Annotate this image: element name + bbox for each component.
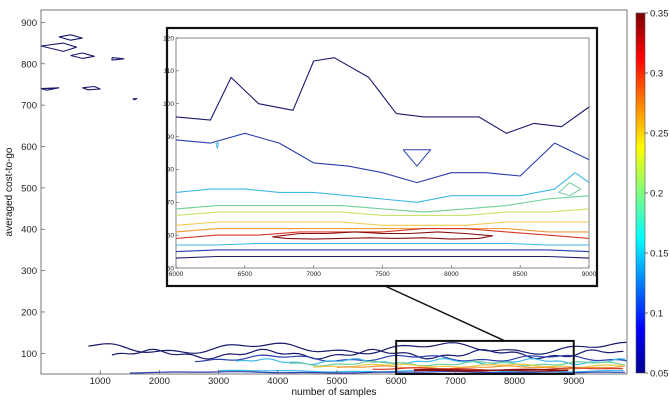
main-band-contour	[129, 371, 626, 374]
zoom-connector-line	[384, 285, 506, 342]
main-band-contour	[336, 365, 625, 370]
colorbar	[635, 12, 646, 374]
inset-y-tick-label: 50	[167, 265, 175, 272]
inset-x-tick-label: 7000	[306, 271, 321, 278]
inset-contour-level	[175, 208, 590, 216]
x-tick-label: 2000	[149, 376, 170, 387]
main-band-contour	[111, 348, 624, 360]
main-band-contour	[194, 354, 627, 363]
zoom-region-box	[395, 339, 575, 375]
main-island-contour	[41, 42, 78, 52]
inset-x-tick-label: 8500	[513, 271, 528, 278]
inset-y-tick-label: 70	[167, 200, 175, 207]
inset-x-tick-label: 8000	[444, 271, 459, 278]
inset-y-tick-label: 80	[167, 167, 175, 174]
main-island-contour	[132, 97, 138, 101]
inset-contour-island	[558, 182, 582, 197]
x-tick-label: 8000	[504, 376, 525, 387]
y-tick-label: 900	[21, 18, 37, 29]
main-island-contour	[41, 87, 60, 91]
inset-contour-level	[175, 195, 590, 213]
x-tick-label: 3000	[208, 376, 229, 387]
main-island-contour	[70, 52, 95, 59]
inset-contour-level	[272, 231, 494, 240]
y-tick-label: 700	[21, 101, 37, 112]
main-island-contour	[82, 85, 101, 91]
main-island-contour	[58, 34, 83, 41]
colorbar-tick-label: 0.05	[650, 369, 669, 380]
inset-x-tick-label: 6500	[238, 271, 253, 278]
y-tick-label: 500	[21, 183, 37, 194]
main-band-contour	[88, 341, 627, 355]
inset-contour-level	[176, 242, 589, 246]
x-tick-label: 9000	[563, 376, 584, 387]
inset-y-tick-label: 100	[163, 101, 174, 108]
x-tick-label: 4000	[267, 376, 288, 387]
inset-contour-level	[175, 228, 589, 233]
y-tick-label: 100	[21, 349, 37, 360]
inset-contour-lines	[175, 57, 590, 259]
y-tick-label: 800	[21, 59, 37, 70]
inset-x-tick-label: 9000	[582, 271, 597, 278]
colorbar-tick-label: 0.25	[650, 129, 669, 140]
inset-y-tick-label: 60	[167, 232, 175, 239]
inset-contour-island	[215, 142, 220, 149]
colorbar-tick-label: 0.3	[650, 69, 663, 80]
inset-contour-level	[175, 132, 590, 184]
x-tick-label: 1000	[90, 376, 111, 387]
x-tick-label: 6000	[386, 376, 407, 387]
inset-contour-level	[175, 221, 589, 226]
colorbar-tick-label: 0.15	[650, 249, 669, 260]
inset-contour-level	[175, 249, 590, 253]
x-tick-label: 7000	[445, 376, 466, 387]
main-core-contour	[413, 368, 569, 372]
inset-y-tick-label: 90	[167, 134, 175, 141]
colorbar-tick-label: 0.2	[650, 189, 663, 200]
y-tick-label: 400	[21, 225, 37, 236]
inset-y-ticks: 50 60 70 80 90 100 110 120	[163, 35, 179, 272]
x-tick-label: 5000	[326, 376, 347, 387]
inset-x-tick-label: 7500	[375, 271, 390, 278]
inset-x-tick-label: 6000	[169, 271, 184, 278]
inset-x-ticks: 6000 6500 7000 7500 8000 8500 9000	[169, 265, 597, 278]
colorbar-tick-label: 0.35	[650, 9, 669, 20]
inset-contour-level	[175, 228, 590, 239]
colorbar-ticks: 0.05 0.1 0.15 0.2 0.25 0.3 0.35	[645, 9, 669, 380]
main-x-ticks: 1000 2000 3000 4000 5000 6000 7000 8000 9000	[90, 370, 584, 387]
y-tick-label: 300	[21, 266, 37, 277]
inset-zoom-panel: 6000 6500 7000 7500 8000 8500 9000 50 60 70 80 90 1…	[163, 26, 599, 288]
inset-contour-level	[175, 255, 590, 259]
main-y-ticks: 100 200 300 400 500 600 700 800 900	[21, 18, 45, 360]
main-band-contour	[289, 360, 626, 367]
main-island-contour	[111, 57, 125, 61]
inset-y-tick-label: 120	[163, 35, 174, 42]
inset-y-tick-label: 110	[164, 68, 175, 75]
inset-contour-island	[402, 149, 432, 167]
inset-contour-level	[175, 172, 590, 203]
y-axis-label: averaged cost-to-go	[4, 147, 15, 236]
colorbar-tick-label: 0.1	[650, 309, 663, 320]
x-axis-label: number of samples	[291, 387, 376, 398]
main-contour-lines	[41, 34, 627, 374]
y-tick-label: 600	[21, 142, 37, 153]
y-tick-label: 200	[21, 307, 37, 318]
inset-contour-level	[175, 57, 590, 134]
